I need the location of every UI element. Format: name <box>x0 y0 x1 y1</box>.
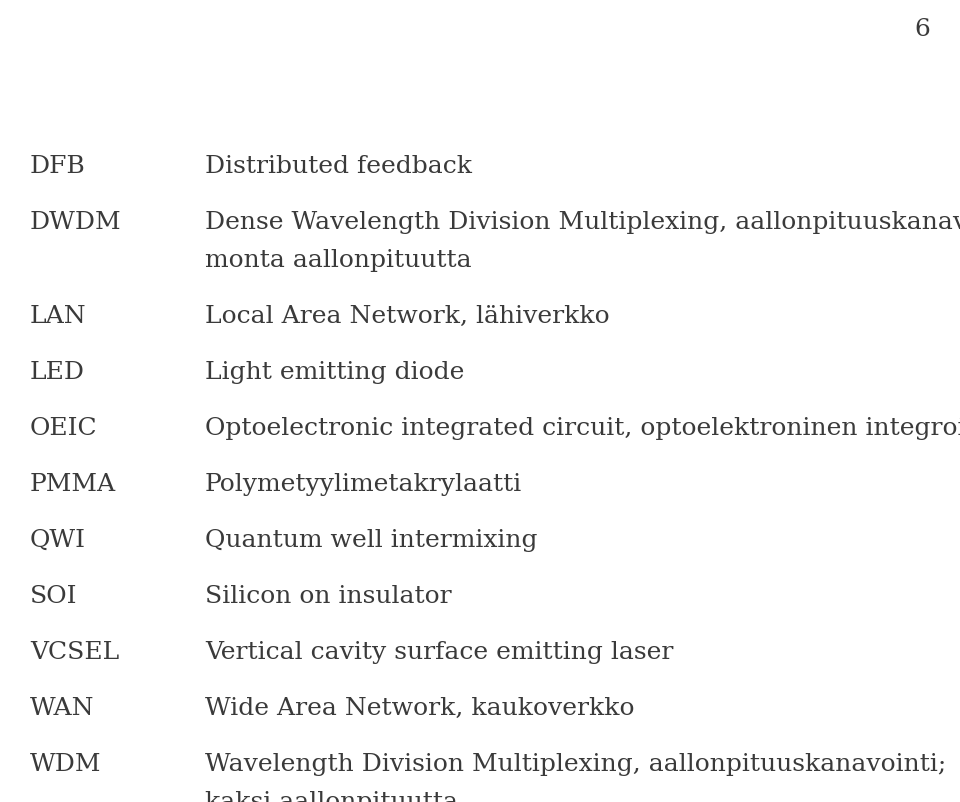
Text: QWI: QWI <box>30 529 86 552</box>
Text: DWDM: DWDM <box>30 211 122 234</box>
Text: kaksi aallonpituutta: kaksi aallonpituutta <box>205 791 458 802</box>
Text: WAN: WAN <box>30 697 94 720</box>
Text: Optoelectronic integrated circuit, optoelektroninen integroitu piiri: Optoelectronic integrated circuit, optoe… <box>205 417 960 440</box>
Text: VCSEL: VCSEL <box>30 641 119 664</box>
Text: Distributed feedback: Distributed feedback <box>205 155 472 178</box>
Text: LED: LED <box>30 361 85 384</box>
Text: 6: 6 <box>914 18 930 41</box>
Text: Wavelength Division Multiplexing, aallonpituuskanavointi;: Wavelength Division Multiplexing, aallon… <box>205 753 947 776</box>
Text: monta aallonpituutta: monta aallonpituutta <box>205 249 471 272</box>
Text: Quantum well intermixing: Quantum well intermixing <box>205 529 538 552</box>
Text: SOI: SOI <box>30 585 78 608</box>
Text: Dense Wavelength Division Multiplexing, aallonpituuskanavointi;: Dense Wavelength Division Multiplexing, … <box>205 211 960 234</box>
Text: Light emitting diode: Light emitting diode <box>205 361 465 384</box>
Text: DFB: DFB <box>30 155 85 178</box>
Text: Silicon on insulator: Silicon on insulator <box>205 585 451 608</box>
Text: OEIC: OEIC <box>30 417 98 440</box>
Text: Vertical cavity surface emitting laser: Vertical cavity surface emitting laser <box>205 641 673 664</box>
Text: Wide Area Network, kaukoverkko: Wide Area Network, kaukoverkko <box>205 697 635 720</box>
Text: WDM: WDM <box>30 753 102 776</box>
Text: PMMA: PMMA <box>30 473 116 496</box>
Text: Polymetyylimetakrylaatti: Polymetyylimetakrylaatti <box>205 473 522 496</box>
Text: Local Area Network, lähiverkko: Local Area Network, lähiverkko <box>205 305 610 328</box>
Text: LAN: LAN <box>30 305 86 328</box>
